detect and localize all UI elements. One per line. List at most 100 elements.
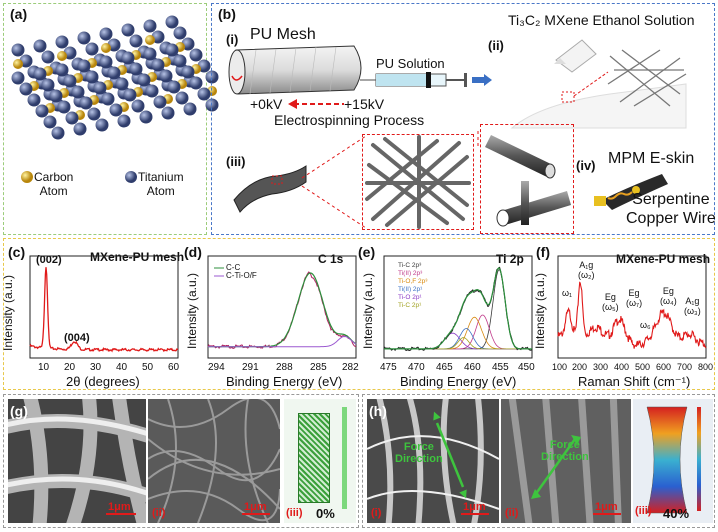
tick: 288 bbox=[276, 362, 293, 373]
panel-e-ylabel: Intensity (a.u.) bbox=[361, 272, 376, 350]
panel-d-xlabel: Binding Energy (eV) bbox=[226, 374, 343, 389]
scale-bar bbox=[106, 513, 136, 515]
tick: 50 bbox=[142, 362, 154, 373]
spectra-row bbox=[3, 238, 715, 390]
panel-c-xlabel: 2θ (degrees) bbox=[66, 374, 140, 389]
pu-solution-label: PU Solution bbox=[376, 56, 445, 71]
raman-plot bbox=[557, 255, 707, 359]
panel-a-label: (a) bbox=[10, 6, 28, 22]
scale-label: 1μm bbox=[108, 501, 131, 513]
process-arrow-icon bbox=[472, 74, 492, 86]
c1s-legend-cc: C-C bbox=[226, 263, 241, 272]
pu-mesh-label: PU Mesh bbox=[250, 26, 316, 43]
panel-f-label: (f) bbox=[536, 244, 550, 260]
force-direction-label: Force Direction bbox=[541, 439, 589, 463]
force-direction-label: Force Direction bbox=[395, 441, 443, 465]
panel-h-i-tag: (i) bbox=[371, 507, 382, 519]
panel-g: 1μm (g) (ii) 1μm (iii) 0% bbox=[3, 394, 359, 528]
strain-sample-0 bbox=[298, 413, 330, 503]
scale-bar bbox=[461, 513, 489, 515]
panel-d-label: (d) bbox=[184, 244, 202, 260]
scale-bar bbox=[593, 513, 621, 515]
panel-e-label: (e) bbox=[358, 244, 376, 260]
scale-label: 1μm bbox=[463, 501, 486, 513]
ti2p-legend-item: Ti-O 2p¹ bbox=[398, 294, 422, 301]
simulation-h: (iii) 40% bbox=[633, 399, 713, 523]
mesh-zoom-box bbox=[362, 134, 474, 230]
syringe-icon bbox=[360, 72, 467, 88]
electrospinning-label: Electrospinning Process bbox=[274, 112, 425, 128]
ti2p-plot bbox=[383, 255, 533, 359]
fiber-zoom-box bbox=[480, 124, 574, 234]
tick: 40 bbox=[116, 362, 128, 373]
mode-label: Eg (ω₅) bbox=[602, 292, 619, 312]
strain-label-g: 0% bbox=[316, 506, 335, 521]
sem-image-h1: Force Direction (i) 1μm bbox=[367, 399, 499, 523]
ti2p-legend-item: Ti-C 2p³ bbox=[398, 262, 422, 269]
tick: 470 bbox=[408, 362, 425, 373]
tick: 400 bbox=[614, 362, 630, 372]
panel-h: Force Direction (i) 1μm (h) Force Direct… bbox=[362, 394, 715, 528]
tick: 30 bbox=[90, 362, 102, 373]
panel-c-ylabel: Intensity (a.u.) bbox=[1, 274, 16, 352]
mode-label: ω₁ bbox=[562, 288, 573, 298]
spray-bottle-icon bbox=[554, 39, 597, 73]
panel-d: (d) C 1s Intensity (a.u.) Binding Energy… bbox=[182, 242, 360, 389]
ti2p-legend-item: Ti-C 2p¹ bbox=[398, 302, 422, 309]
panel-h-iii-tag: (iii) bbox=[635, 505, 652, 517]
panel-b-iii-tag: (iii) bbox=[226, 154, 246, 169]
voltage-0kv: +0kV bbox=[250, 96, 283, 112]
scale-bar bbox=[242, 513, 270, 515]
panel-e-xlabel: Binding Energy (eV) bbox=[400, 374, 517, 389]
scale-label: 1μm bbox=[595, 501, 618, 513]
panel-g-iii-tag: (iii) bbox=[286, 507, 303, 519]
voltage-15kv: +15kV bbox=[344, 96, 385, 112]
carbon-atom-legend: Carbon Atom bbox=[34, 170, 74, 198]
tick: 285 bbox=[310, 362, 327, 373]
tick: 455 bbox=[492, 362, 509, 373]
collector-drum bbox=[228, 45, 362, 95]
ti2p-legend-item: Ti(II) 2p¹ bbox=[398, 286, 423, 293]
panel-f-ylabel: Intensity (a.u.) bbox=[533, 272, 548, 350]
panel-b-i-tag: (i) bbox=[226, 32, 239, 47]
ti2p-legend-item: Ti(II) 2p³ bbox=[398, 270, 423, 277]
zoom-lines bbox=[301, 130, 479, 229]
simulation-g: (iii) 0% bbox=[284, 399, 356, 523]
mode-label: A₁g (ω₂) bbox=[578, 260, 595, 280]
titanium-atom-icon bbox=[125, 171, 137, 183]
mode-label: ω₆ bbox=[640, 320, 651, 330]
panel-e: (e) Ti 2p Intensity (a.u.) Binding Energ… bbox=[356, 242, 536, 389]
mode-label: A₁g (ω₃) bbox=[684, 296, 701, 316]
carbon-atom-icon bbox=[21, 171, 33, 183]
tick: 20 bbox=[64, 362, 76, 373]
panel-g-ii-tag: (ii) bbox=[152, 507, 166, 519]
tick: 460 bbox=[464, 362, 481, 373]
xrd-plot bbox=[29, 255, 179, 359]
sem-image-g2: (ii) 1μm bbox=[148, 399, 280, 523]
mpm-eskin-label: MPM E-skin bbox=[608, 150, 695, 167]
sem-image-h2: Force Direction (ii) 1μm bbox=[501, 399, 631, 523]
mode-label: Eg (ω₄) bbox=[660, 286, 677, 306]
panel-c-title: MXene-PU mesh bbox=[90, 250, 185, 264]
panel-h-label: (h) bbox=[369, 403, 387, 419]
peak-004-label: (004) bbox=[64, 332, 90, 344]
titanium-atom-legend: Titanium Atom bbox=[138, 170, 184, 198]
mesh-sheet bbox=[510, 49, 687, 129]
panel-f-xlabel: Raman Shift (cm⁻¹) bbox=[578, 374, 691, 389]
tick: 450 bbox=[518, 362, 535, 373]
tick: 100 bbox=[552, 362, 568, 372]
ti2p-legend-item: Ti-O,F 2p³ bbox=[398, 278, 428, 285]
sem-image-g1: 1μm bbox=[8, 399, 146, 523]
mxene-crystal-structure bbox=[11, 15, 219, 140]
voltage-arrow-icon bbox=[288, 99, 344, 109]
mode-label: Eg (ω₇) bbox=[626, 288, 643, 308]
panel-b-label: (b) bbox=[218, 6, 236, 22]
panel-b-ii-tag: (ii) bbox=[488, 38, 504, 53]
strain-distribution-plot bbox=[646, 406, 701, 514]
ti2p-legend: Ti-C 2p³ Ti(II) 2p³ Ti-O,F 2p³ Ti(II) 2p… bbox=[398, 262, 427, 310]
tick: 200 bbox=[572, 362, 588, 372]
c1s-legend-ctiof: C-Ti-O/F bbox=[226, 271, 257, 280]
panel-d-ylabel: Intensity (a.u.) bbox=[185, 272, 200, 350]
mxene-solution-title: Ti₃C₂ MXene Ethanol Solution bbox=[508, 12, 695, 28]
strain-label-h: 40% bbox=[663, 506, 690, 521]
